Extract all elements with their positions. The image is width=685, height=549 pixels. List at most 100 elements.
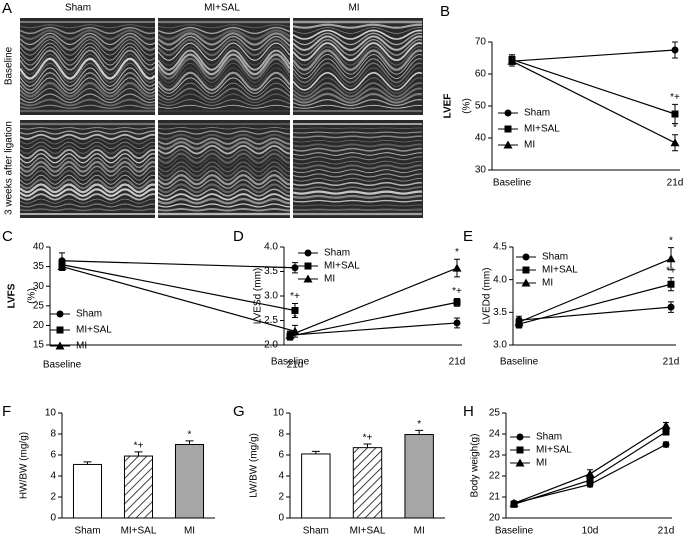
y-tick-label: 2 xyxy=(50,492,56,503)
y-tick-label: 40 xyxy=(33,242,45,253)
echo-trace xyxy=(157,149,291,159)
y-axis-label: Body weigh(g) xyxy=(470,434,481,498)
echo-trace xyxy=(19,81,156,98)
echo-trace xyxy=(292,190,422,195)
y-tick-label: 70 xyxy=(475,37,487,48)
column-label: MI xyxy=(348,3,359,14)
echo-trace xyxy=(157,144,291,155)
echo-trace xyxy=(19,130,156,135)
echo-trace xyxy=(157,82,291,97)
echo-trace xyxy=(19,62,156,84)
row-label: 3 weeks after ligation xyxy=(4,121,15,215)
bar xyxy=(404,434,434,519)
y-axis-label: LVFS xyxy=(7,283,18,308)
echo-trace xyxy=(157,137,291,145)
marker xyxy=(515,458,525,467)
marker xyxy=(304,249,312,257)
y-axis-unit: (%) xyxy=(462,98,473,114)
legend-label: MI+SAL xyxy=(524,124,560,135)
marker xyxy=(56,326,64,334)
annotation: *+ xyxy=(670,92,680,103)
echo-image xyxy=(158,18,290,115)
y-tick-label: 24 xyxy=(489,429,501,440)
echo-trace xyxy=(292,42,423,62)
echo-trace xyxy=(19,39,156,56)
echo-trace xyxy=(157,42,291,61)
annotation: *+ xyxy=(134,440,144,451)
series-line xyxy=(518,258,672,323)
echo-trace xyxy=(19,183,156,194)
y-tick-label: 22 xyxy=(489,471,501,482)
echo-trace xyxy=(292,181,422,187)
y-tick-label: 6 xyxy=(278,450,284,461)
y-axis-label: LW/BW (mg/g) xyxy=(249,433,260,498)
echo-trace xyxy=(19,57,156,80)
echo-trace xyxy=(19,148,156,160)
y-tick-label: 6 xyxy=(50,450,56,461)
echo-trace xyxy=(157,193,291,201)
y-tick-label: 40 xyxy=(475,133,487,144)
marker xyxy=(586,476,594,484)
error-bar xyxy=(134,451,143,457)
echo-trace xyxy=(19,77,156,94)
echo-trace xyxy=(157,127,291,130)
y-tick-label: 2.0 xyxy=(264,340,278,351)
echo-trace xyxy=(19,54,156,75)
echo-trace xyxy=(157,46,291,66)
marker xyxy=(667,280,675,288)
marker xyxy=(291,307,299,315)
y-axis-label: LVEF xyxy=(443,94,454,119)
echo-trace xyxy=(19,104,156,109)
echo-trace xyxy=(292,49,423,72)
legend-label: MI+SAL xyxy=(324,261,360,272)
echo-trace xyxy=(19,145,156,155)
echo-trace xyxy=(292,131,422,134)
echo-trace xyxy=(19,42,156,61)
y-tick-label: 50 xyxy=(475,101,487,112)
echo-trace xyxy=(157,152,291,165)
annotation: * xyxy=(673,122,677,133)
y-tick-label: 2 xyxy=(278,492,284,503)
echo-trace xyxy=(292,87,423,101)
annotation: * xyxy=(669,235,673,246)
x-tick-label: 21d xyxy=(287,360,304,371)
echo-trace xyxy=(292,164,422,170)
y-tick-label: 30 xyxy=(33,281,45,292)
echo-trace xyxy=(292,23,422,29)
x-tick-label: Baseline xyxy=(500,357,539,368)
bar xyxy=(72,463,103,519)
echo-trace xyxy=(19,24,156,29)
y-axis-label: LVESd (mm) xyxy=(253,268,264,325)
bar xyxy=(174,444,205,519)
y-axis-label: HW/BW (mg/g) xyxy=(19,432,30,499)
marker xyxy=(522,266,530,274)
panel-a: A Sham MI+SAL MI Baseline 3 weeks after … xyxy=(2,0,423,218)
echo-trace xyxy=(157,140,291,150)
legend-label: MI+SAL xyxy=(536,445,572,456)
echo-trace xyxy=(157,26,291,35)
bar xyxy=(352,447,383,519)
echo-trace xyxy=(157,133,291,141)
x-tick-label: 21d xyxy=(663,357,680,368)
echo-trace xyxy=(157,188,291,197)
echo-trace xyxy=(157,32,291,46)
marker xyxy=(55,341,65,350)
echo-trace xyxy=(19,93,156,104)
echo-trace xyxy=(157,161,291,173)
panel-label: D xyxy=(233,228,244,245)
echo-trace xyxy=(157,104,291,109)
panel-label: A xyxy=(2,0,12,17)
echo-trace xyxy=(19,203,156,208)
legend-label: MI+SAL xyxy=(76,325,112,336)
echo-trace xyxy=(157,53,291,76)
echo-trace xyxy=(292,104,423,109)
y-tick-label: 3.0 xyxy=(493,340,507,351)
echo-trace xyxy=(157,157,291,168)
marker xyxy=(666,254,676,263)
y-tick-label: 21 xyxy=(489,492,501,503)
echo-trace xyxy=(19,174,156,185)
echo-trace xyxy=(292,27,423,34)
echo-trace xyxy=(19,71,156,91)
legend-label: MI xyxy=(324,274,335,285)
